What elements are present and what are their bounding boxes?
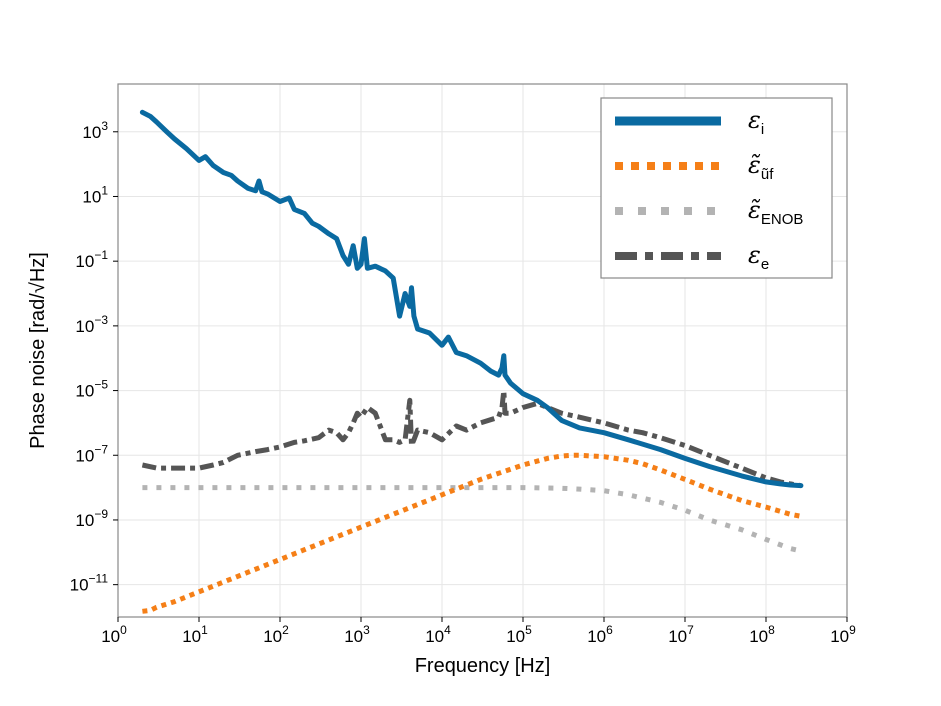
series-line-1	[142, 452, 802, 614]
legend-box	[600, 97, 833, 279]
legend-label: εe	[748, 241, 769, 273]
plot-frame	[117, 83, 848, 618]
legend-label-main: ε̃	[748, 196, 761, 224]
legend-label: ε̃ũf	[748, 151, 774, 183]
x-tick-exp: 1	[201, 623, 208, 637]
y-tick-base: 10	[82, 123, 101, 142]
x-tick-label: 109	[830, 623, 856, 646]
y-tick-base: 10	[75, 317, 94, 336]
legend-label: εi	[748, 106, 764, 138]
x-tick-base: 10	[506, 627, 525, 646]
legend-label-sub: ũf	[761, 166, 774, 183]
y-tick-exp: −5	[94, 378, 108, 392]
x-tick-label: 108	[749, 623, 775, 646]
x-tick-base: 10	[263, 627, 282, 646]
y-tick-label: 10−11	[70, 572, 109, 595]
x-tick-base: 10	[668, 627, 687, 646]
y-tick-exp: −3	[94, 313, 108, 327]
x-tick-label: 104	[425, 623, 451, 646]
y-tick-label: 103	[82, 119, 108, 142]
y-tick-exp: −7	[94, 442, 108, 456]
x-tick-label: 103	[344, 623, 370, 646]
y-tick-exp: −1	[94, 248, 108, 262]
legend-label: ε̃ENOB	[748, 196, 803, 228]
y-tick-base: 10	[75, 382, 94, 401]
y-tick-base: 10	[70, 576, 89, 595]
x-tick-exp: 6	[606, 623, 613, 637]
x-tick-base: 10	[182, 627, 201, 646]
legend-label-sub: i	[761, 121, 764, 138]
x-tick-exp: 3	[363, 623, 370, 637]
x-tick-label: 101	[182, 623, 208, 646]
y-tick-base: 10	[82, 187, 101, 206]
y-tick-exp: −11	[89, 572, 109, 586]
y-tick-exp: 3	[101, 119, 108, 133]
y-tick-label: 10−3	[75, 313, 108, 336]
y-tick-exp: −9	[94, 507, 108, 521]
x-tick-base: 10	[749, 627, 768, 646]
x-axis-label: Frequency [Hz]	[415, 655, 551, 677]
y-tick-label: 10−9	[75, 507, 108, 530]
y-tick-base: 10	[75, 511, 94, 530]
x-tick-label: 102	[263, 623, 289, 646]
x-tick-exp: 5	[525, 623, 532, 637]
y-tick-exp: 1	[101, 183, 108, 197]
x-tick-label: 106	[587, 623, 613, 646]
x-tick-exp: 7	[687, 623, 694, 637]
y-axis-label: Phase noise [rad/√Hz]	[27, 252, 49, 449]
x-tick-label: 105	[506, 623, 532, 646]
x-tick-base: 10	[101, 627, 120, 646]
legend-label-sub: e	[761, 256, 769, 273]
y-tick-label: 10−1	[75, 248, 108, 271]
y-tick-label: 10−7	[75, 442, 108, 465]
series-line-0	[139, 109, 804, 489]
y-tick-base: 10	[75, 446, 94, 465]
x-tick-label: 100	[101, 623, 127, 646]
x-tick-exp: 9	[849, 623, 856, 637]
series-layer	[139, 109, 804, 614]
x-tick-base: 10	[425, 627, 444, 646]
axis-ticks: 100 101 102 103 104 105 106 107 108 10910310110−1…	[70, 119, 857, 646]
x-tick-exp: 2	[282, 623, 289, 637]
x-tick-exp: 4	[444, 623, 451, 637]
y-tick-base: 10	[75, 252, 94, 271]
legend-label-sub: ENOB	[761, 211, 804, 228]
x-tick-exp: 0	[120, 623, 127, 637]
x-tick-exp: 8	[768, 623, 775, 637]
y-tick-label: 10−5	[75, 378, 108, 401]
legend-label-main: ε̃	[748, 151, 761, 179]
legend-label-main: ε	[748, 241, 761, 269]
x-tick-base: 10	[344, 627, 363, 646]
legend-label-main: ε	[748, 106, 761, 134]
x-tick-base: 10	[587, 627, 606, 646]
x-tick-label: 107	[668, 623, 694, 646]
y-tick-label: 101	[82, 183, 108, 206]
x-tick-base: 10	[830, 627, 849, 646]
